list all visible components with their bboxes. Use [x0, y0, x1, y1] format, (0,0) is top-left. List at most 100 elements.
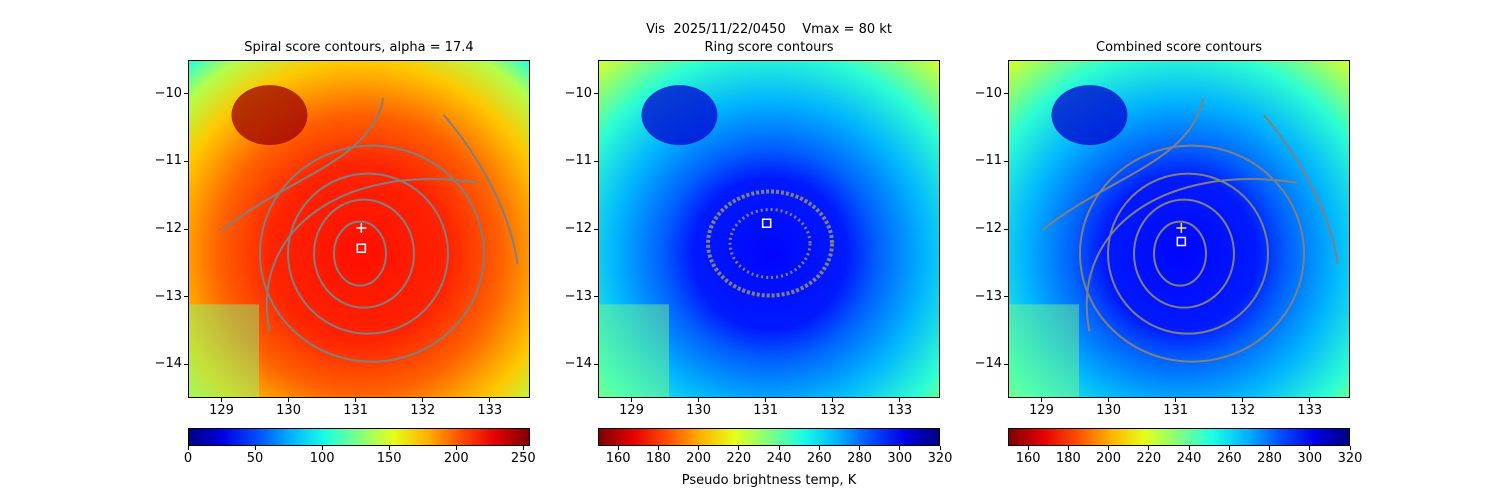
colorbar-tick-mark	[698, 446, 700, 450]
x-tick-mark	[899, 398, 901, 402]
heatmap-svg-2	[1009, 61, 1349, 397]
center-square-marker	[1176, 236, 1187, 247]
plot-combined	[1008, 60, 1350, 398]
x-tick-label: 131	[753, 403, 779, 418]
x-tick-label: 132	[1230, 403, 1256, 418]
y-tick-mark	[184, 363, 188, 365]
y-tick-mark	[594, 363, 598, 365]
spiral-arm	[1085, 178, 1298, 332]
y-tick-mark	[1004, 160, 1008, 162]
x-tick-mark	[422, 398, 424, 402]
x-tick-mark	[1175, 398, 1177, 402]
x-tick-label: 130	[276, 403, 301, 418]
x-tick-label: 132	[820, 403, 846, 418]
x-tick-mark	[1041, 398, 1043, 402]
ring-contour	[728, 208, 812, 280]
y-tick-label: −13	[974, 288, 1002, 304]
cloud-blob	[231, 85, 308, 146]
colorbar-ring	[598, 428, 940, 446]
figure-suptitle: Vis 2025/11/22/0450 Vmax = 80 kt	[646, 22, 892, 37]
colorbar-tick-mark	[1228, 446, 1230, 450]
spiral-contour	[333, 220, 387, 287]
panel-title-ring: Ring score contours	[704, 40, 834, 55]
spiral-contour	[259, 144, 485, 363]
colorbar-tick-mark	[818, 446, 820, 450]
cloud-edge	[189, 304, 259, 397]
colorbar-tick-label: 180	[645, 451, 671, 466]
y-tick-mark	[594, 296, 598, 298]
colorbar-tick-mark	[455, 446, 457, 450]
center-square-marker	[761, 218, 772, 228]
y-tick-mark	[184, 93, 188, 95]
y-tick-mark	[1004, 93, 1008, 95]
spiral-arm	[1041, 97, 1205, 231]
colorbar-tick-label: 200	[1096, 451, 1121, 466]
y-tick-label: −14	[154, 356, 182, 372]
colorbar-spiral	[188, 428, 530, 446]
colorbar-tick-label: 250	[510, 451, 536, 466]
colorbar-tick-label: 0	[183, 451, 193, 466]
ring-contour	[706, 189, 834, 298]
x-tick-label: 133	[887, 403, 913, 418]
x-tick-label: 132	[410, 403, 436, 418]
x-tick-label: 131	[1163, 403, 1189, 418]
x-tick-mark	[631, 398, 633, 402]
x-tick-label: 133	[1297, 403, 1323, 418]
colorbar-tick-label: 180	[1055, 451, 1081, 466]
spiral-arm	[1263, 114, 1339, 264]
colorbar-tick-mark	[939, 446, 941, 450]
y-tick-mark	[184, 228, 188, 230]
colorbar-tick-label: 160	[1015, 451, 1041, 466]
colorbar-tick-label: 320	[927, 451, 953, 466]
colorbar-tick-label: 260	[1216, 451, 1242, 466]
colorbar-tick-mark	[1188, 446, 1190, 450]
colorbar-tick-mark	[778, 446, 780, 450]
colorbar-tick-label: 280	[1257, 451, 1282, 466]
colorbar-tick-label: 240	[1176, 451, 1202, 466]
y-tick-label: −11	[154, 153, 182, 169]
colorbar-tick-mark	[1309, 446, 1311, 450]
x-tick-label: 131	[343, 403, 369, 418]
x-tick-mark	[765, 398, 767, 402]
x-tick-label: 129	[1029, 403, 1054, 418]
colorbar-tick-label: 220	[1136, 451, 1162, 466]
center-plus-marker	[356, 222, 367, 233]
y-tick-label: −11	[564, 153, 592, 169]
y-tick-label: −13	[564, 288, 592, 304]
x-tick-mark	[1309, 398, 1311, 402]
x-tick-label: 129	[619, 403, 644, 418]
y-tick-label: −12	[974, 221, 1002, 236]
x-tick-label: 133	[477, 403, 503, 418]
y-tick-label: −10	[154, 85, 182, 101]
y-tick-label: −11	[974, 153, 1002, 169]
colorbar-tick-mark	[657, 446, 659, 450]
spiral-contour	[1107, 172, 1269, 335]
x-tick-mark	[355, 398, 357, 402]
center-plus-marker	[1176, 222, 1187, 233]
spiral-arm	[443, 114, 519, 264]
colorbar-tick-label: 200	[443, 451, 469, 466]
colorbar-gradient	[599, 429, 939, 445]
colorbar-gradient	[1009, 429, 1349, 445]
y-tick-label: −14	[974, 356, 1002, 372]
colorbar-tick-label: 200	[686, 451, 711, 466]
heatmap-svg-1	[599, 61, 939, 397]
center-square-marker	[356, 243, 367, 254]
spiral-contour	[287, 172, 449, 335]
panel-title-spiral: Spiral score contours, alpha = 17.4	[244, 40, 474, 55]
colorbar-combined	[1008, 428, 1350, 446]
colorbar-gradient	[189, 429, 529, 445]
spiral-contour	[1133, 198, 1235, 309]
y-tick-mark	[184, 296, 188, 298]
cloud-blob	[1051, 85, 1128, 146]
plot-spiral	[188, 60, 530, 398]
y-tick-label: −14	[564, 356, 592, 372]
panel-title-combined: Combined score contours	[1096, 40, 1262, 55]
colorbar-tick-mark	[1349, 446, 1351, 450]
y-tick-label: −12	[564, 221, 592, 236]
y-tick-label: −12	[154, 221, 182, 236]
x-tick-label: 130	[1096, 403, 1121, 418]
x-tick-mark	[221, 398, 223, 402]
colorbar-tick-mark	[1027, 446, 1029, 450]
x-tick-mark	[1242, 398, 1244, 402]
